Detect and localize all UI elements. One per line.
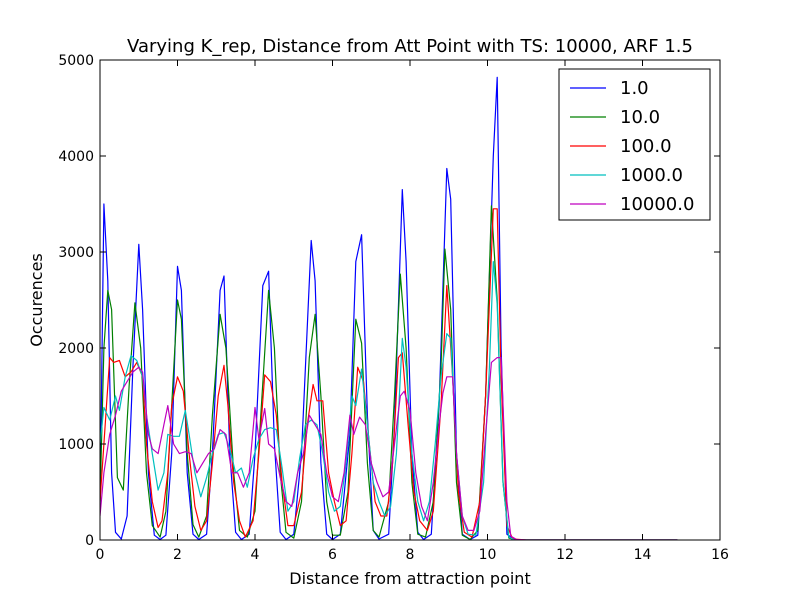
legend-label: 10.0 [620,107,660,128]
y-tick-label: 0 [85,533,94,549]
ticks-layer: 0 2 4 6 8 10 12 14 16 0 1000 2000 3000 4000 5000 [58,53,729,563]
y-tick-label: 5000 [58,53,94,69]
y-axis-label: Occurences [27,253,46,347]
series-line-1 [100,205,678,540]
x-tick-label: 2 [173,547,182,563]
x-tick-label: 8 [406,547,415,563]
series-line-2 [100,208,678,540]
x-tick-label: 14 [634,547,652,563]
y-tick-label: 3000 [58,245,94,261]
series-line-3 [100,261,678,540]
legend-label: 100.0 [620,136,672,157]
legend: 1.0 10.0 100.0 1000.0 10000.0 [558,68,711,221]
legend-label: 1000.0 [620,165,683,186]
y-tick-label: 2000 [58,341,94,357]
legend-label: 10000.0 [620,194,694,215]
legend-label: 1.0 [620,78,649,99]
chart-title: Varying K_rep, Distance from Att Point w… [127,36,693,57]
x-tick-label: 6 [328,547,337,563]
x-tick-label: 12 [556,547,574,563]
y-tick-label: 4000 [58,149,94,165]
series-layer [100,76,678,540]
x-tick-label: 10 [479,547,497,563]
y-tick-label: 1000 [58,437,94,453]
x-tick-label: 4 [251,547,260,563]
x-axis-label: Distance from attraction point [289,569,530,588]
legend-box [558,68,711,221]
x-tick-label: 16 [711,547,729,563]
x-tick-label: 0 [96,547,105,563]
series-line-4 [100,357,678,540]
